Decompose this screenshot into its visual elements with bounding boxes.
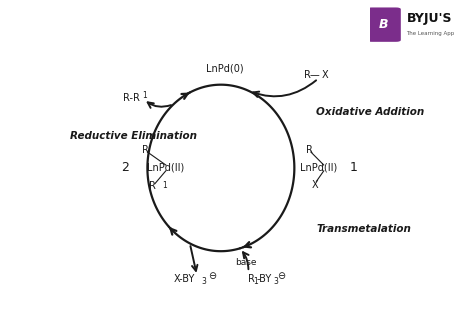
Text: R-R: R-R bbox=[123, 93, 140, 103]
Text: BYJU'S: BYJU'S bbox=[407, 11, 453, 24]
Text: 3: 3 bbox=[202, 277, 207, 286]
Text: ⊖: ⊖ bbox=[208, 271, 216, 281]
Text: 1: 1 bbox=[142, 91, 146, 100]
Text: base: base bbox=[236, 258, 257, 267]
Text: 1: 1 bbox=[349, 162, 357, 175]
Text: R: R bbox=[142, 145, 149, 155]
Text: X: X bbox=[322, 70, 328, 80]
Text: LnPd(II): LnPd(II) bbox=[300, 163, 337, 173]
Text: The Learning App: The Learning App bbox=[406, 31, 454, 36]
Text: ⊖: ⊖ bbox=[277, 271, 285, 281]
Text: LnPd(II): LnPd(II) bbox=[147, 163, 185, 173]
Text: R: R bbox=[149, 181, 156, 191]
Text: —: — bbox=[310, 70, 319, 80]
Text: X: X bbox=[311, 180, 318, 190]
Text: B: B bbox=[379, 18, 389, 31]
FancyBboxPatch shape bbox=[367, 7, 401, 42]
Text: 1: 1 bbox=[162, 181, 167, 190]
Text: R: R bbox=[304, 70, 311, 80]
Text: 1: 1 bbox=[253, 277, 258, 286]
Text: Transmetalation: Transmetalation bbox=[316, 224, 411, 234]
Text: Reductive Elimination: Reductive Elimination bbox=[70, 131, 197, 141]
Text: Oxidative Addition: Oxidative Addition bbox=[316, 107, 425, 117]
Text: -BY: -BY bbox=[256, 274, 272, 284]
Text: X-BY: X-BY bbox=[173, 274, 195, 284]
Text: LnPd(0): LnPd(0) bbox=[206, 64, 243, 74]
Text: 2: 2 bbox=[121, 162, 129, 175]
Text: R: R bbox=[306, 145, 312, 155]
Text: R: R bbox=[248, 274, 255, 284]
Text: 3: 3 bbox=[273, 277, 278, 286]
